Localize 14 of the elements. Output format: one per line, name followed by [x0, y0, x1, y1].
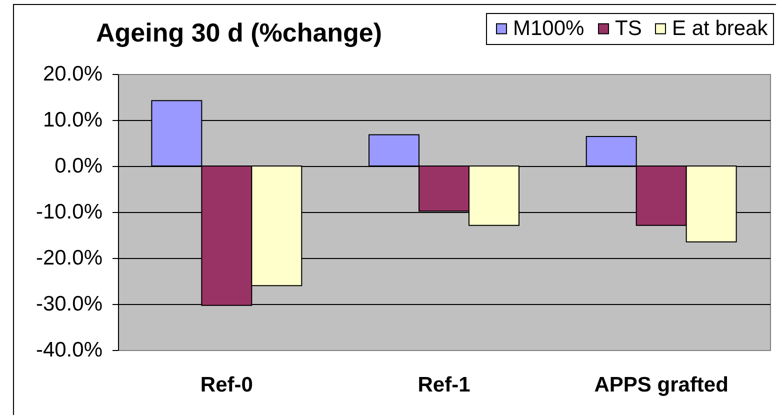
y-tick-label: -10.0%: [36, 200, 102, 224]
y-tick-label: -30.0%: [36, 292, 102, 316]
chart-title: Ageing 30 d (%change): [96, 18, 382, 48]
x-tick-label: Ref-0: [200, 374, 253, 396]
y-tick-label: 0.0%: [54, 154, 102, 178]
legend-label: TS: [615, 16, 642, 40]
y-tick-label: -40.0%: [36, 338, 102, 362]
y-tick-label: 20.0%: [42, 62, 102, 86]
y-tick-label: 10.0%: [42, 108, 102, 132]
legend-label: M100%: [513, 16, 584, 40]
x-tick-label: APPS grafted: [594, 374, 728, 396]
y-tick-label: -20.0%: [36, 246, 102, 270]
x-tick-label: Ref-1: [418, 374, 471, 396]
legend-label: E at break: [672, 16, 768, 40]
